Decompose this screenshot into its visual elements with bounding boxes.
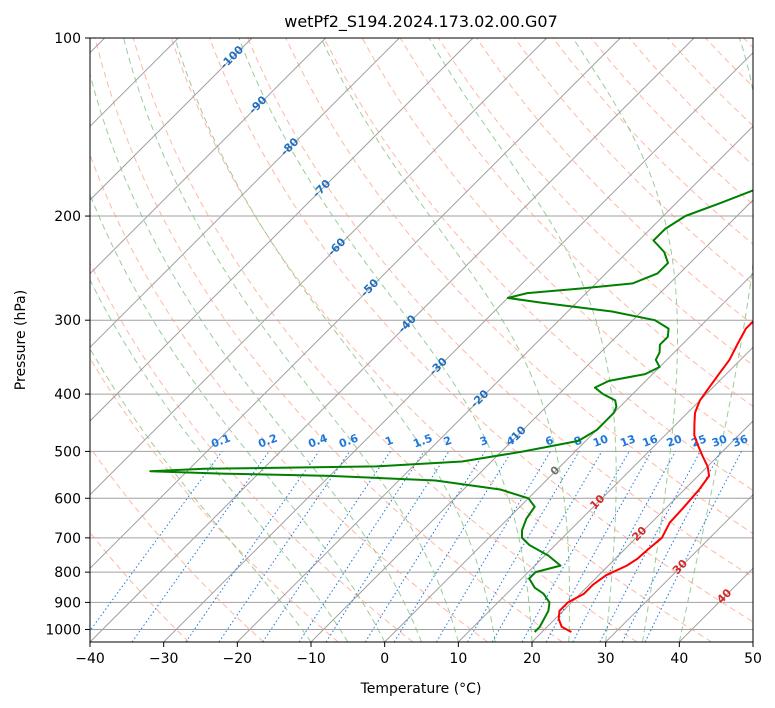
mixing-ratio-label: 30 (710, 432, 729, 450)
moist-adiabat-line (678, 38, 753, 642)
x-tick-label: 30 (597, 651, 615, 667)
chart-title: wetPf2_S194.2024.173.02.00.G07 (284, 12, 558, 32)
x-tick-label: −30 (149, 651, 179, 667)
isotherm-line (752, 641, 753, 642)
x-axis-title: Temperature (°C) (360, 681, 482, 697)
x-tick-label: −40 (75, 651, 105, 667)
dry-adiabat-line (476, 38, 753, 326)
isotherm-line (310, 199, 753, 642)
mixing-ratio-label: 0.4 (306, 432, 329, 451)
plot-frame (89, 37, 754, 643)
mixing-ratio-line (545, 451, 652, 642)
moist-adiabat-line (174, 38, 496, 642)
isotherm-line (384, 272, 753, 642)
mixing-ratio-label: 1 (383, 434, 395, 449)
mixing-ratio-label: 16 (641, 432, 660, 450)
x-tick-label: 0 (380, 651, 389, 667)
y-tick-label: 1000 (45, 622, 81, 638)
dry-adiabat-line (132, 38, 638, 642)
mixing-ratio-label: 20 (665, 432, 684, 450)
moist-adiabat-line (428, 38, 617, 642)
mixing-ratio-line (262, 451, 391, 642)
mixing-ratio-line (393, 451, 513, 642)
moist-adiabat-line (90, 278, 349, 642)
mixing-ratio-line (644, 451, 742, 642)
moist-adiabat-line (572, 38, 678, 642)
mixing-ratio-label: 0.6 (337, 432, 360, 451)
x-tick-label: −20 (223, 651, 253, 667)
isotherm-line (90, 38, 621, 570)
y-tick-label: 300 (54, 313, 81, 329)
mixing-ratio-label: 13 (619, 432, 638, 449)
mixing-ratio-line (131, 451, 270, 642)
dry-adiabat-line (90, 446, 264, 642)
mixing-ratio-line (621, 451, 722, 642)
moist-adiabat-line (123, 38, 459, 642)
x-tick-label: 10 (449, 651, 467, 667)
mixing-ratio-line (185, 451, 320, 642)
y-tick-label: 800 (54, 565, 81, 581)
y-tick-label: 700 (54, 531, 81, 547)
mixing-ratio-label: 10 (591, 432, 610, 450)
dry-adiabat-line (170, 38, 712, 642)
mixing-ratio-label: 2 (442, 434, 454, 449)
y-axis: 1000 900 800 700 600 500 400 300 200 100 (45, 31, 90, 638)
isotherm-line (90, 38, 327, 275)
mixing-ratio-label: 4 (505, 434, 517, 449)
x-tick-label: 50 (744, 651, 762, 667)
y-tick-label: 900 (54, 595, 81, 611)
dry-adiabat-line (514, 38, 753, 285)
isotherm-line (90, 38, 548, 496)
mixing-ratio-line (90, 451, 223, 632)
mixing-ratio-line (572, 451, 676, 642)
dry-adiabat-line (90, 357, 339, 642)
x-tick-label: 40 (670, 651, 688, 667)
mixing-ratio-label: 36 (731, 432, 750, 450)
plot-background (90, 38, 753, 642)
dry-adiabat-line (323, 38, 753, 492)
mixing-ratio-line (218, 451, 351, 642)
moist-adiabat-line (90, 193, 386, 642)
mixing-ratio-label: 3 (478, 434, 490, 449)
mixing-ratio-label: 1.5 (412, 432, 435, 451)
isotherm-line (90, 38, 474, 422)
dry-adiabat-line (247, 38, 753, 578)
y-tick-label: 200 (54, 209, 81, 225)
profile-series (149, 189, 753, 633)
isotherm-line (90, 38, 400, 349)
isotherm-line (236, 125, 753, 642)
mixing-ratio-label: 0.1 (210, 432, 233, 451)
temperature-profile-line (557, 320, 753, 633)
dry-adiabat-line (90, 261, 414, 642)
isotherm-line (90, 38, 253, 201)
y-tick-label: 600 (54, 491, 81, 507)
mixing-ratio-line (521, 451, 630, 642)
x-tick-label: 20 (523, 651, 541, 667)
moist-adiabat-line (320, 38, 570, 642)
dry-adiabat-line (285, 38, 753, 535)
y-axis-title: Pressure (hPa) (13, 290, 29, 390)
dry-adiabat-line (94, 38, 563, 642)
dewpoint-profile-line (149, 189, 753, 633)
isotherm-line (531, 420, 753, 642)
moist-adiabat-line (90, 72, 422, 642)
y-tick-label: 400 (54, 387, 81, 403)
y-tick-label: 100 (54, 31, 81, 47)
moist-adiabat-line (238, 38, 533, 642)
isotherm-line (90, 38, 695, 642)
mixing-ratio-label: 0.2 (256, 432, 279, 451)
mixing-ratio-line (325, 451, 450, 642)
isotherm-line (457, 346, 753, 642)
dry-adiabat-line (209, 38, 753, 623)
background-lines (90, 38, 753, 642)
y-tick-label: 500 (54, 444, 81, 460)
mixing-ratio-line (298, 451, 425, 642)
x-tick-label: −10 (296, 651, 326, 667)
x-axis: −40 −30 −20 −10 0 10 20 30 40 50 (75, 642, 762, 667)
isotherm-line (605, 493, 753, 642)
isotherm-line (163, 51, 753, 642)
mixing-ratio-label: 6 (544, 434, 556, 449)
